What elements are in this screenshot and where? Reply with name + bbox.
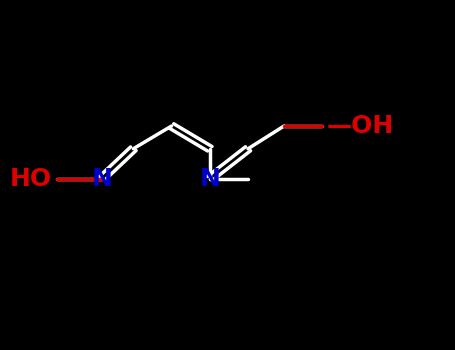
Text: —OH: —OH (327, 114, 394, 138)
Text: N: N (91, 167, 112, 190)
Text: N: N (199, 167, 220, 190)
Text: HO: HO (10, 167, 52, 190)
